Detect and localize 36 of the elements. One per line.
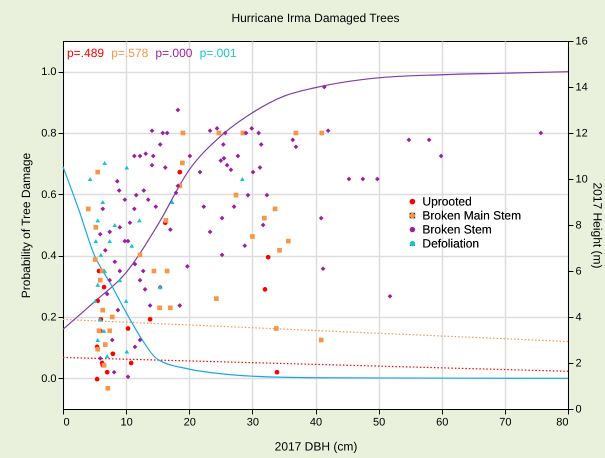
y2-axis-title: 2017 Height (m) [590, 182, 605, 269]
x-tick-label: 80 [556, 416, 568, 428]
legend-label: Uprooted [422, 194, 472, 209]
y2-tick-label: 4 [576, 312, 582, 324]
x-tick-label: 70 [499, 416, 512, 428]
legend-label: Broken Stem [422, 222, 492, 237]
legend-label: Broken Main Stem [422, 208, 522, 223]
x-tick-label: 20 [184, 416, 196, 428]
x-tick-label: 60 [436, 416, 448, 428]
y-tick-label: 0.0 [41, 372, 56, 385]
y2-tick-label: 14 [576, 82, 588, 94]
x-tick-label: 50 [373, 416, 386, 428]
x-tick-label: 30 [246, 416, 259, 428]
y2-tick-label: 6 [576, 266, 582, 278]
annotation: p=.578 [111, 46, 149, 60]
annotation: p=.489 [67, 46, 104, 60]
x-tick-label: 0 [64, 416, 70, 428]
y2-tick-label: 10 [576, 174, 588, 186]
y2-tick-label: 16 [576, 36, 588, 48]
y2-tick-label: 12 [576, 128, 588, 140]
annotation: p=.000 [155, 46, 193, 60]
annotation: p=.001 [200, 46, 237, 60]
y-tick-label: 0.8 [41, 128, 56, 140]
y-tick-label: 1.0 [41, 66, 56, 78]
y-axis-title: Probability of Tree Damage [19, 152, 34, 298]
y-tick-label: 0.4 [41, 250, 56, 262]
x-tick-label: 10 [120, 416, 133, 428]
chart-title: Hurricane Irma Damaged Trees [231, 11, 400, 25]
x-tick-label: 40 [310, 416, 322, 428]
legend-label: Defoliation [422, 236, 480, 251]
y2-tick-label: 0 [576, 404, 582, 416]
y-tick-label: 0.2 [41, 312, 56, 324]
y-tick-label: 0.6 [41, 188, 56, 201]
x-axis-title: 2017 DBH (cm) [274, 440, 358, 454]
y2-tick-label: 2 [576, 358, 582, 370]
y2-tick-label: 8 [576, 220, 582, 232]
